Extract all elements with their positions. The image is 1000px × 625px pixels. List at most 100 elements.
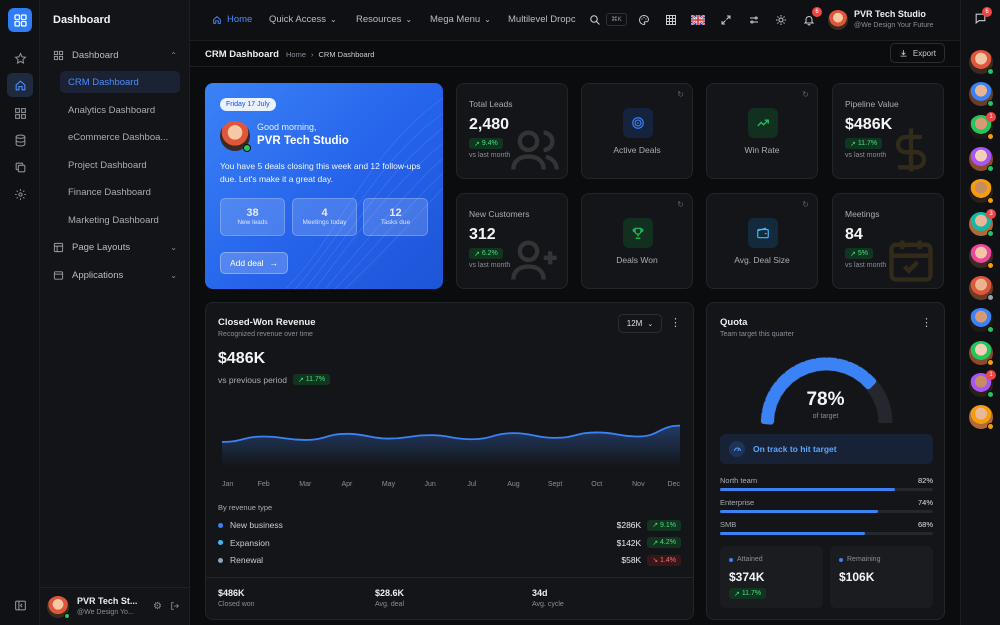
mini-stat-tasks: 12 Tasks due [363, 198, 428, 236]
settings-icon[interactable] [10, 184, 30, 204]
app-logo-icon[interactable] [8, 8, 32, 32]
more-vertical-icon[interactable]: ⋮ [670, 317, 681, 329]
chevron-down-icon: ⌄ [405, 15, 413, 24]
top-user-menu[interactable]: PVR Tech Studio @We Design Your Future [828, 9, 933, 31]
add-deal-button[interactable]: Add deal → [220, 252, 289, 274]
revenue-type-name: Renewal [230, 555, 264, 565]
contact-avatar[interactable] [969, 179, 994, 205]
top-nav-resources[interactable]: Resources ⌄ [356, 14, 412, 25]
nav-group-applications[interactable]: Applications ⌄ [53, 265, 177, 285]
sidebar-item-crm-dashboard[interactable]: CRM Dashboard [60, 71, 180, 93]
page-header: CRM Dashboard Home › CRM Dashboard Expor… [190, 41, 960, 67]
x-tick-label: Oct [591, 481, 602, 488]
contact-avatar[interactable] [969, 82, 994, 108]
avatar [47, 595, 70, 619]
collapse-sidebar-icon[interactable] [10, 595, 30, 615]
copy-icon[interactable] [10, 157, 30, 177]
contact-avatar[interactable] [969, 276, 994, 302]
chat-icon[interactable]: 6 [974, 7, 992, 30]
change-value: 1.4% [660, 556, 676, 564]
nav-group-label: Dashboard [72, 49, 119, 61]
stat-change: ↗ 5% [845, 248, 873, 259]
welcome-card: Friday 17 July Good morning, PVR Tech St… [205, 83, 443, 289]
contact-avatar[interactable] [969, 405, 994, 431]
contact-avatar[interactable]: 3 [969, 208, 996, 237]
nav-group-dashboard[interactable]: Dashboard ⌃ [53, 45, 177, 65]
progress-fill [720, 488, 895, 491]
top-nav-quick-access[interactable]: Quick Access ⌄ [269, 14, 337, 25]
stat-card-meetings[interactable]: Meetings 84 ↗ 5% vs last month [832, 193, 944, 289]
stat-card-new-customers[interactable]: New Customers 312 ↗ 6.2% vs last month [456, 193, 568, 289]
logout-icon[interactable] [170, 598, 180, 616]
attained-value: $374K [729, 570, 765, 584]
sidebar-user[interactable]: PVR Tech St... @We Design Yo... ⚙ [40, 587, 189, 625]
topbar: Home Quick Access ⌄ Resources ⌄ Mega Menu ⌄… [190, 0, 1000, 41]
top-nav-home[interactable]: Home [212, 14, 252, 25]
fullscreen-icon[interactable] [718, 12, 734, 28]
stat-value: $486K [845, 116, 893, 133]
contact-avatar[interactable] [969, 308, 994, 334]
search-icon[interactable] [587, 12, 603, 28]
revenue-type-change: ↗ 4.2% [647, 537, 681, 548]
contact-avatar[interactable] [969, 340, 994, 366]
quota-gauge [760, 357, 893, 425]
star-icon[interactable] [10, 48, 30, 68]
nav-group-page-layouts[interactable]: Page Layouts ⌄ [53, 237, 177, 257]
contact-avatar[interactable]: 1 [969, 370, 996, 398]
palette-icon[interactable] [636, 12, 652, 28]
chat-badge: 6 [982, 7, 992, 17]
wallet-icon [748, 218, 778, 248]
sidebar-item-analytics-dashboard[interactable]: Analytics Dashboard [68, 104, 156, 116]
bell-icon[interactable]: 6 [801, 7, 822, 28]
revenue-line [221, 424, 681, 443]
icon-card-win-rate[interactable]: ↻ Win Rate [706, 83, 818, 179]
icon-card-active-deals[interactable]: ↻ Active Deals [581, 83, 693, 179]
more-vertical-icon[interactable]: ⋮ [921, 317, 932, 329]
home-icon[interactable] [7, 73, 33, 97]
sidebar-item-ecommerce-dashboard[interactable]: eCommerce Dashboa... [68, 131, 169, 143]
refresh-icon[interactable]: ↻ [677, 90, 684, 99]
contact-avatar[interactable] [969, 50, 994, 75]
gear-icon[interactable]: ⚙ [153, 601, 162, 612]
refresh-icon[interactable]: ↻ [677, 200, 684, 209]
flag-uk-icon[interactable] [690, 12, 706, 28]
table-icon[interactable] [663, 12, 679, 28]
change-value: 4.2% [660, 539, 676, 546]
greeting-name: PVR Tech Studio [257, 135, 349, 147]
stat-card-total-leads[interactable]: Total Leads 2,480 ↗ 9.4% vs last month [456, 83, 568, 179]
refresh-icon[interactable]: ↻ [802, 200, 809, 209]
top-nav-multilevel[interactable]: Multilevel Dropc [508, 14, 578, 25]
apps-icon[interactable] [10, 103, 30, 123]
export-button[interactable]: Export [889, 43, 945, 63]
contact-avatar[interactable] [969, 243, 994, 269]
mini-stat-value: 38 [246, 207, 259, 219]
stat-sub: vs last month [845, 152, 887, 159]
range-select[interactable]: 12M ⌄ [618, 314, 662, 333]
x-tick-label: Dec [668, 481, 681, 488]
stat-change: ↗ 9.4% [469, 138, 503, 149]
sidebar-item-marketing-dashboard[interactable]: Marketing Dashboard [68, 214, 159, 226]
sidebar-item-finance-dashboard[interactable]: Finance Dashboard [68, 186, 151, 198]
sun-icon[interactable] [773, 12, 789, 28]
top-nav-mega-menu[interactable]: Mega Menu ⌄ [430, 14, 491, 25]
mini-stat-value: 12 [389, 207, 402, 219]
progress-fill [720, 532, 865, 535]
refresh-icon[interactable]: ↻ [802, 90, 809, 99]
contact-avatar[interactable]: 1 [969, 111, 996, 140]
stat-card-pipeline-value[interactable]: Pipeline Value $486K ↗ 11.7% vs last mon… [832, 83, 944, 179]
window-icon [53, 270, 65, 281]
breadcrumb-home[interactable]: Home [286, 50, 307, 59]
x-tick-label: Apr [341, 481, 353, 488]
quota-status-banner: On track to hit target [720, 434, 933, 464]
icon-card-deals-won[interactable]: ↻ Deals Won [581, 193, 693, 289]
database-icon[interactable] [10, 130, 30, 150]
contact-avatar[interactable] [969, 146, 994, 172]
arrow-up-right-icon: ↗ [297, 376, 306, 384]
contact-badge: 1 [986, 111, 996, 122]
sliders-icon[interactable] [746, 12, 762, 28]
quota-title: Quota [720, 317, 748, 328]
stat-change: ↗ 11.7% [845, 138, 883, 149]
sidebar-item-project-dashboard[interactable]: Project Dashboard [68, 159, 147, 171]
by-type-label: By revenue type [218, 503, 273, 512]
icon-card-avg-deal-size[interactable]: ↻ Avg. Deal Size [706, 193, 818, 289]
